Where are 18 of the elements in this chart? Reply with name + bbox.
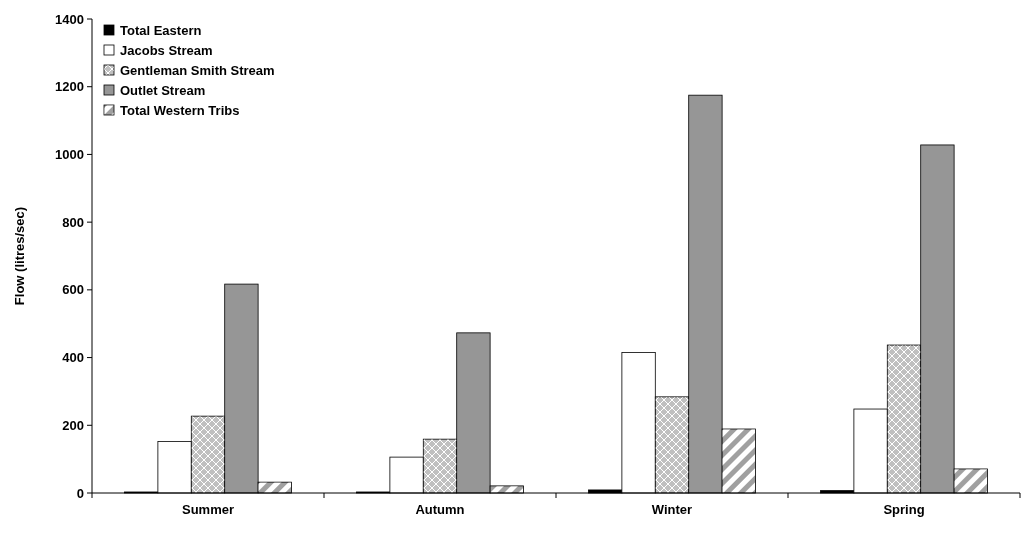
y-tick-label: 1200 [55,79,84,95]
y-tick-label: 0 [76,485,84,501]
x-tick-label: Winter [651,502,693,517]
x-tick-label: Autumn [415,502,465,517]
y-tick-label: 800 [62,214,84,230]
y-tick-label: 200 [62,417,84,433]
legend-label: Total Eastern [120,22,202,38]
y-tick-label: 1400 [55,11,84,27]
legend-label: Gentleman Smith Stream [120,62,275,78]
legend-label: Outlet Stream [120,82,206,98]
x-tick-label: Summer [181,502,235,517]
y-tick-label: 400 [62,350,84,366]
legend-label: Jacobs Stream [120,42,213,58]
y-tick-label: 600 [62,282,84,298]
x-tick-label: Spring [883,502,925,517]
legend-label: Total Western Tribs [120,102,240,118]
y-axis-title: Flow (litres/sec) [12,206,27,306]
y-tick-label: 1000 [55,146,84,162]
